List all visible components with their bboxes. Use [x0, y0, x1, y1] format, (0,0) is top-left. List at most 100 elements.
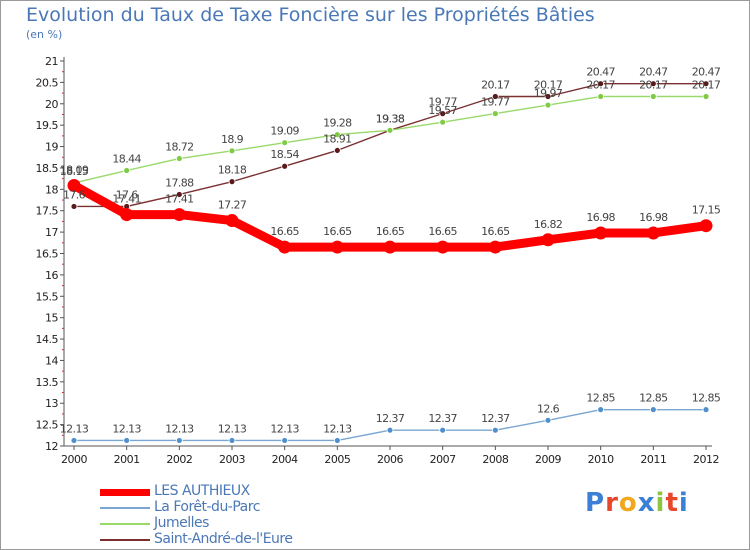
data-label-les-authieux: 17.27: [218, 199, 247, 212]
data-point-saint-andre-de-l-eure: [70, 203, 78, 210]
legend-swatch: [100, 507, 150, 509]
data-label-jumelles: 19.38: [376, 112, 405, 125]
data-label-jumelles: 20.17: [639, 79, 668, 92]
data-point-jumelles: [123, 167, 131, 174]
x-tick-label: 2001: [114, 453, 140, 466]
data-point-jumelles: [544, 101, 552, 109]
data-point-les-authieux: [646, 226, 660, 240]
data-point-la-foret-du-parc: [333, 437, 341, 444]
data-point-les-authieux: [172, 208, 186, 222]
data-point-la-foret-du-parc: [649, 406, 657, 414]
data-label-saint-andre-de-l-eure: 20.17: [534, 79, 563, 92]
data-label-la-foret-du-parc: 12.6: [537, 402, 560, 415]
y-tick-label: 12.5: [36, 419, 59, 432]
y-tick-label: 20: [45, 98, 58, 111]
y-tick-label: 16: [45, 269, 58, 282]
data-point-la-foret-du-parc: [491, 426, 499, 434]
data-point-les-authieux: [383, 240, 397, 254]
logo-letter: P: [585, 488, 606, 518]
y-tick-label: 17.5: [36, 205, 59, 218]
data-label-saint-andre-de-l-eure: 17.88: [165, 176, 194, 189]
data-label-la-foret-du-parc: 12.85: [639, 392, 668, 405]
data-point-les-authieux: [488, 240, 502, 254]
data-point-jumelles: [386, 126, 394, 134]
y-tick-label: 14: [45, 354, 58, 367]
data-point-la-foret-du-parc: [386, 426, 394, 434]
x-tick-label: 2008: [482, 453, 508, 466]
data-point-jumelles: [702, 93, 710, 100]
data-point-les-authieux: [278, 240, 292, 254]
data-label-la-foret-du-parc: 12.85: [692, 392, 721, 405]
logo-letter: r: [605, 488, 619, 518]
data-label-la-foret-du-parc: 12.37: [376, 412, 405, 425]
data-point-les-authieux: [225, 214, 239, 228]
data-label-la-foret-du-parc: 12.13: [218, 422, 247, 435]
x-tick-label: 2011: [640, 453, 666, 466]
data-point-saint-andre-de-l-eure: [702, 80, 710, 88]
data-label-saint-andre-de-l-eure: 19.77: [428, 96, 457, 109]
y-tick-label: 15.5: [36, 290, 59, 303]
data-label-saint-andre-de-l-eure: 18.91: [323, 132, 352, 145]
data-label-les-authieux: 16.82: [534, 218, 563, 231]
data-point-la-foret-du-parc: [544, 416, 552, 424]
legend-label: La Forêt-du-Parc: [154, 499, 260, 515]
data-point-les-authieux: [67, 178, 81, 192]
data-point-saint-andre-de-l-eure: [649, 80, 657, 88]
data-label-saint-andre-de-l-eure: 17.6: [63, 188, 86, 201]
data-label-saint-andre-de-l-eure: 20.47: [692, 66, 721, 79]
logo-letter: i: [655, 488, 666, 518]
data-point-jumelles: [649, 93, 657, 100]
x-tick-label: 2002: [166, 453, 192, 466]
data-point-saint-andre-de-l-eure: [333, 147, 341, 154]
data-label-saint-andre-de-l-eure: 19.38: [376, 112, 405, 125]
data-point-saint-andre-de-l-eure: [597, 80, 605, 88]
logo-letter: t: [665, 488, 679, 518]
data-label-jumelles: 18.9: [221, 133, 244, 146]
data-label-jumelles: 18.15: [60, 165, 89, 178]
data-point-les-authieux: [120, 208, 134, 222]
data-label-les-authieux: 17.15: [692, 204, 721, 217]
x-tick-label: 2009: [535, 453, 561, 466]
data-label-la-foret-du-parc: 12.37: [481, 412, 510, 425]
data-label-jumelles: 20.17: [586, 79, 615, 92]
data-point-jumelles: [333, 131, 341, 138]
data-point-saint-andre-de-l-eure: [491, 93, 499, 100]
data-label-la-foret-du-parc: 12.13: [112, 422, 141, 435]
data-label-jumelles: 19.57: [428, 104, 457, 117]
data-point-jumelles: [175, 155, 183, 162]
chart-title: Evolution du Taux de Taxe Foncière sur l…: [26, 4, 595, 26]
data-point-les-authieux: [541, 233, 555, 247]
data-point-la-foret-du-parc: [439, 426, 447, 434]
legend-label: LES AUTHIEUX: [154, 483, 250, 499]
data-point-la-foret-du-parc: [281, 437, 289, 444]
data-label-les-authieux: 17.41: [112, 193, 141, 206]
data-label-jumelles: 19.77: [481, 96, 510, 109]
x-tick-label: 2000: [61, 453, 87, 466]
legend-label: Saint-André-de-l'Eure: [154, 531, 293, 547]
data-point-la-foret-du-parc: [702, 406, 710, 414]
x-tick-label: 2004: [272, 453, 298, 466]
y-tick-label: 20.5: [36, 76, 59, 89]
data-point-la-foret-du-parc: [228, 437, 236, 444]
data-label-saint-andre-de-l-eure: 20.47: [586, 66, 615, 79]
data-point-saint-andre-de-l-eure: [175, 191, 183, 198]
legend-swatch: [100, 488, 150, 496]
data-point-jumelles: [439, 118, 447, 126]
data-label-jumelles: 18.44: [112, 153, 141, 166]
data-point-les-authieux: [594, 226, 608, 240]
logo-letter: o: [618, 488, 638, 518]
y-tick-label: 19.5: [36, 119, 59, 132]
data-label-saint-andre-de-l-eure: 18.54: [270, 148, 299, 161]
data-label-les-authieux: 17.41: [165, 193, 194, 206]
logo-letter: i: [678, 488, 689, 518]
data-point-jumelles: [228, 147, 236, 155]
data-point-la-foret-du-parc: [123, 437, 131, 444]
data-label-la-foret-du-parc: 12.13: [323, 422, 352, 435]
data-label-les-authieux: 16.98: [586, 211, 615, 224]
data-point-saint-andre-de-l-eure: [228, 178, 236, 186]
data-label-saint-andre-de-l-eure: 17.6: [116, 188, 139, 201]
data-point-les-authieux: [436, 240, 450, 254]
data-label-jumelles: 19.97: [534, 87, 563, 100]
y-tick-label: 21: [45, 55, 58, 68]
legend-swatch: [100, 523, 150, 525]
